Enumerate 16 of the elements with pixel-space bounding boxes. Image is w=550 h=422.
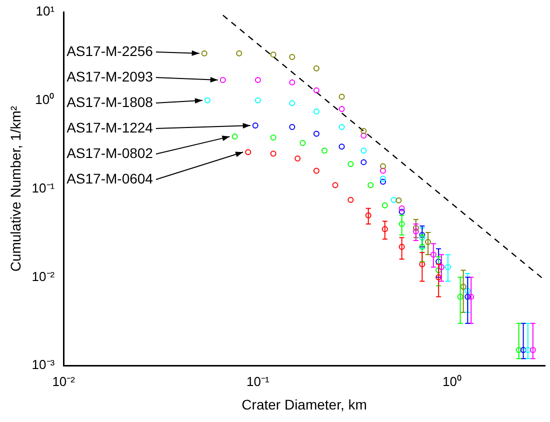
y-axis-title: Cumulative Number, 1/km² — [7, 106, 24, 272]
text: AS17-M-1224 — [66, 119, 154, 136]
y-tick-label: 10⁻¹ — [32, 180, 56, 196]
x-axis-title: Crater Diameter, km — [242, 396, 367, 412]
y-tick-label: 10⁻² — [32, 268, 56, 284]
text: AS17-M-1808 — [66, 94, 154, 110]
x-tick-label: 10⁻¹ — [246, 374, 270, 389]
text: AS17-M-0802 — [66, 144, 154, 161]
text: AS17-M-0604 — [66, 170, 154, 186]
y-tick-label: 10⁰ — [35, 92, 55, 107]
x-tick-label: 10⁻² — [52, 374, 76, 389]
x-tick-label: 10⁰ — [442, 374, 462, 389]
text: AS17-M-2093 — [66, 68, 154, 84]
text: AS17-M-2256 — [66, 42, 154, 59]
y-tick-label: 10⁻³ — [32, 357, 56, 372]
y-tick-label: 10¹ — [36, 4, 56, 19]
